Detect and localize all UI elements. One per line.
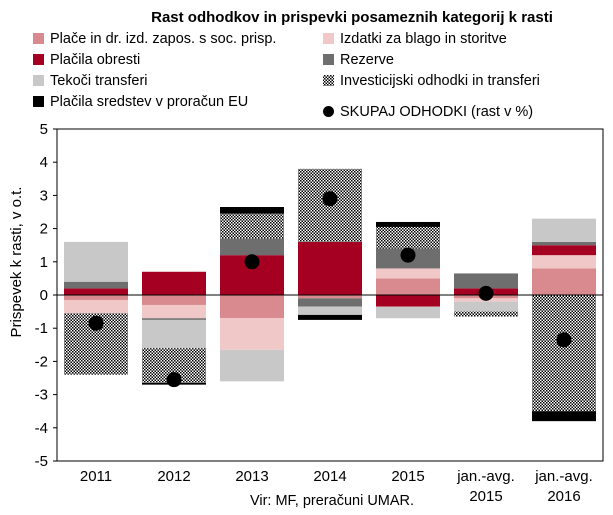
bar-segment-s2-c3 [220, 318, 284, 350]
y-tick-label: 2 [40, 221, 48, 238]
bar-segment-s1-c2 [142, 295, 206, 305]
bar-segment-s6-c3 [220, 213, 284, 239]
bar-segment-s2-c2 [142, 304, 206, 319]
x-tick-label: 2012 [157, 468, 190, 485]
legend-label-6: Investicijski odhodki in transferi [340, 73, 540, 89]
bar-segment-s6-c7 [532, 295, 596, 412]
y-tick-label: 4 [40, 154, 48, 171]
bar-segment-s4-c1 [64, 281, 128, 289]
legend-label-7: Plačila sredstev v proračun EU [50, 94, 248, 110]
legend-label-total: SKUPAJ ODHODKI (rast v %) [340, 104, 533, 120]
bar-segment-s1-c7 [532, 268, 596, 295]
legend-label-1: Plače in dr. izd. zapos. s soc. prisp. [50, 31, 276, 47]
bar-segment-s3-c5 [376, 295, 440, 307]
x-tick-label: 2013 [235, 468, 268, 485]
y-tick-label: 1 [40, 254, 48, 271]
y-tick-label: -4 [35, 420, 48, 437]
legend-label-4: Rezerve [340, 52, 394, 68]
bar-segment-s2-c7 [532, 255, 596, 269]
total-marker-c5 [400, 247, 416, 263]
bar-segment-s4-c7 [532, 241, 596, 246]
x-tick-label: 2014 [313, 468, 346, 485]
legend: Plače in dr. izd. zapos. s soc. prisp. Iz… [33, 31, 540, 120]
legend-label-2: Izdatki za blago in storitve [340, 31, 507, 47]
legend-swatch-5 [33, 75, 44, 86]
bar-segment-s3-c2 [142, 271, 206, 295]
bar-segment-s3-c7 [532, 245, 596, 256]
bar-segment-s5-c7 [532, 218, 596, 242]
legend-swatch-4 [323, 54, 334, 65]
bar-segment-s3-c4 [298, 241, 362, 295]
bar-segment-s7-c4 [298, 314, 362, 320]
bar-segment-s5-c2 [142, 319, 206, 349]
legend-swatch-3 [33, 54, 44, 65]
bar-segment-s4-c6 [454, 273, 518, 289]
legend-swatch-total [323, 106, 334, 117]
bar-segment-s1-c5 [376, 278, 440, 295]
legend-label-5: Tekoči transferi [50, 73, 148, 89]
bar-segment-s1-c1 [64, 295, 128, 300]
legend-swatch-2 [323, 33, 334, 44]
total-marker-c6 [478, 285, 494, 301]
bar-segment-s1-c3 [220, 295, 284, 319]
x-tick-label: jan.-avg. [456, 468, 515, 485]
legend-label-3: Plačila obresti [50, 52, 140, 68]
bar-segment-s7-c5 [376, 221, 440, 227]
plot-area: 5 4 3 2 1 0 -1 -2 -3 -4 -5 2011 2012 2013 2014 2015 jan.… [35, 121, 604, 505]
bar-segment-s7-c7 [532, 411, 596, 422]
bar-segment-s4-c4 [298, 298, 362, 307]
bar-segment-s7-c3 [220, 207, 284, 214]
bar-segment-s5-c1 [64, 241, 128, 282]
bar-segment-s1-c4 [298, 295, 362, 299]
legend-swatch-1 [33, 33, 44, 44]
bar-segment-s2-c5 [376, 268, 440, 279]
bar-segment-s6-c5 [376, 226, 440, 249]
bar-segment-s5-c4 [298, 306, 362, 315]
y-tick-label: -3 [35, 387, 48, 404]
bar-segment-s5-c6 [454, 301, 518, 312]
y-tick-label: 5 [40, 121, 48, 138]
x-tick-label: 2015 [391, 468, 424, 485]
y-tick-label: 0 [40, 287, 48, 304]
chart-title: Rast odhodkov in prispevki posameznih ka… [151, 9, 553, 26]
total-marker-c7 [556, 332, 572, 348]
y-tick-label: -2 [35, 353, 48, 370]
y-axis-label: Prispevek k rasti, v o.t. [8, 187, 25, 338]
total-marker-c4 [322, 191, 338, 207]
y-tick-label: -5 [35, 453, 48, 470]
x-tick-label: 2016 [547, 488, 580, 505]
bar-segment-s2-c1 [64, 299, 128, 314]
bar-segment-s5-c5 [376, 306, 440, 319]
total-marker-c3 [244, 254, 260, 270]
bar-segment-s6-c6 [454, 311, 518, 317]
y-tick-label: -1 [35, 320, 48, 337]
total-marker-c2 [166, 372, 182, 388]
legend-swatch-7 [33, 96, 44, 107]
y-tick-label: 3 [40, 187, 48, 204]
bar-segment-s4-c3 [220, 238, 284, 256]
bar-segment-s5-c3 [220, 349, 284, 382]
bar-segment-s4-c2 [142, 318, 206, 320]
x-tick-label: 2015 [469, 488, 502, 505]
bar-segment-s3-c1 [64, 288, 128, 295]
legend-swatch-6 [323, 75, 334, 86]
x-tick-label: 2011 [80, 468, 112, 485]
total-marker-c1 [88, 315, 104, 331]
source-note: Vir: MF, preračuni UMAR. [250, 493, 414, 509]
x-tick-label: jan.-avg. [534, 468, 593, 485]
